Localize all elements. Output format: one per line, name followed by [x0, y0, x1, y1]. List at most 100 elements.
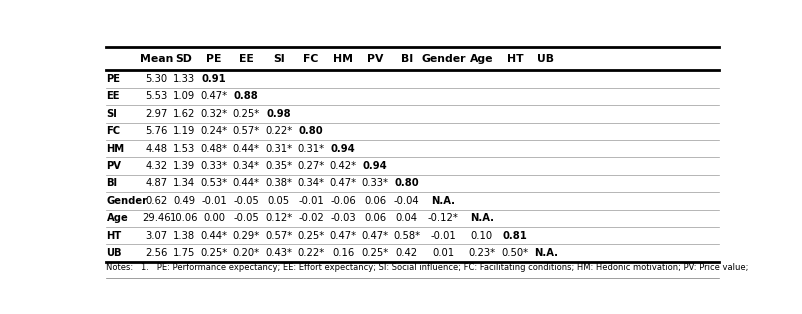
Text: 1.09: 1.09 [173, 91, 195, 101]
Text: 0.53*: 0.53* [200, 178, 228, 188]
Text: 0.23*: 0.23* [468, 248, 496, 258]
Text: Gender: Gender [107, 196, 148, 206]
Text: PV: PV [107, 161, 121, 171]
Text: 0.33*: 0.33* [200, 161, 228, 171]
Text: Mean: Mean [140, 54, 173, 64]
Text: 0.43*: 0.43* [265, 248, 292, 258]
Text: 0.44*: 0.44* [233, 178, 260, 188]
Text: -0.02: -0.02 [298, 213, 324, 223]
Text: N.A.: N.A. [534, 248, 558, 258]
Text: 0.32*: 0.32* [200, 109, 228, 119]
Text: -0.01: -0.01 [298, 196, 324, 206]
Text: 0.47*: 0.47* [362, 231, 388, 241]
Text: 1.19: 1.19 [173, 126, 196, 136]
Text: 1.38: 1.38 [173, 231, 195, 241]
Text: 0.31*: 0.31* [265, 144, 292, 154]
Text: 1.39: 1.39 [173, 161, 195, 171]
Text: 0.98: 0.98 [266, 109, 291, 119]
Text: 0.34*: 0.34* [298, 178, 325, 188]
Text: 0.57*: 0.57* [265, 231, 292, 241]
Text: 4.87: 4.87 [145, 178, 168, 188]
Text: 0.42*: 0.42* [330, 161, 357, 171]
Text: HT: HT [107, 231, 122, 241]
Text: PV: PV [367, 54, 383, 64]
Text: 0.27*: 0.27* [298, 161, 325, 171]
Text: FC: FC [303, 54, 318, 64]
Text: Age: Age [107, 213, 128, 223]
Text: N.A.: N.A. [470, 213, 494, 223]
Text: 0.24*: 0.24* [200, 126, 228, 136]
Text: 29.46: 29.46 [142, 213, 171, 223]
Text: UB: UB [107, 248, 122, 258]
Text: 0.49: 0.49 [173, 196, 195, 206]
Text: 0.22*: 0.22* [298, 248, 325, 258]
Text: 1.33: 1.33 [173, 74, 195, 84]
Text: -0.12*: -0.12* [428, 213, 459, 223]
Text: 5.53: 5.53 [145, 91, 168, 101]
Text: -0.04: -0.04 [394, 196, 419, 206]
Text: SI: SI [273, 54, 285, 64]
Text: -0.01: -0.01 [431, 231, 456, 241]
Text: 0.25*: 0.25* [298, 231, 325, 241]
Text: 3.07: 3.07 [145, 231, 168, 241]
Text: 0.33*: 0.33* [362, 178, 388, 188]
Text: 0.57*: 0.57* [233, 126, 260, 136]
Text: 0.16: 0.16 [332, 248, 354, 258]
Text: -0.05: -0.05 [233, 213, 259, 223]
Text: BI: BI [400, 54, 413, 64]
Text: HM: HM [107, 144, 124, 154]
Text: 0.25*: 0.25* [200, 248, 228, 258]
Text: HT: HT [507, 54, 523, 64]
Text: 0.47*: 0.47* [330, 178, 357, 188]
Text: 0.29*: 0.29* [233, 231, 260, 241]
Text: N.A.: N.A. [431, 196, 456, 206]
Text: 0.48*: 0.48* [200, 144, 228, 154]
Text: 0.80: 0.80 [298, 126, 323, 136]
Text: 10.06: 10.06 [170, 213, 198, 223]
Text: 0.94: 0.94 [363, 161, 387, 171]
Text: 0.88: 0.88 [234, 91, 259, 101]
Text: 0.06: 0.06 [364, 213, 386, 223]
Text: Gender: Gender [421, 54, 466, 64]
Text: FC: FC [107, 126, 120, 136]
Text: 1.53: 1.53 [173, 144, 195, 154]
Text: 0.01: 0.01 [432, 248, 455, 258]
Text: 0.80: 0.80 [395, 178, 419, 188]
Text: -0.01: -0.01 [201, 196, 227, 206]
Text: 0.04: 0.04 [395, 213, 418, 223]
Text: 0.44*: 0.44* [233, 144, 260, 154]
Text: 0.44*: 0.44* [200, 231, 228, 241]
Text: BI: BI [107, 178, 118, 188]
Text: 0.62: 0.62 [145, 196, 168, 206]
Text: 0.34*: 0.34* [233, 161, 260, 171]
Text: 4.32: 4.32 [145, 161, 168, 171]
Text: -0.05: -0.05 [233, 196, 259, 206]
Text: SI: SI [107, 109, 117, 119]
Text: 0.47*: 0.47* [330, 231, 357, 241]
Text: HM: HM [334, 54, 353, 64]
Text: 1.62: 1.62 [173, 109, 196, 119]
Text: PE: PE [107, 74, 120, 84]
Text: 0.42: 0.42 [395, 248, 418, 258]
Text: -0.03: -0.03 [330, 213, 356, 223]
Text: 0.31*: 0.31* [298, 144, 325, 154]
Text: 0.12*: 0.12* [265, 213, 292, 223]
Text: 0.81: 0.81 [502, 231, 527, 241]
Text: 0.47*: 0.47* [200, 91, 228, 101]
Text: 5.76: 5.76 [145, 126, 168, 136]
Text: PE: PE [206, 54, 221, 64]
Text: 0.25*: 0.25* [362, 248, 389, 258]
Text: Notes:   1.   PE: Performance expectancy; EE: Effort expectancy; SI: Social infl: Notes: 1. PE: Performance expectancy; EE… [107, 263, 749, 272]
Text: 4.48: 4.48 [145, 144, 168, 154]
Text: 0.35*: 0.35* [265, 161, 292, 171]
Text: 0.00: 0.00 [203, 213, 225, 223]
Text: -0.06: -0.06 [330, 196, 356, 206]
Text: 1.34: 1.34 [173, 178, 195, 188]
Text: 0.94: 0.94 [331, 144, 355, 154]
Text: 0.06: 0.06 [364, 196, 386, 206]
Text: 0.38*: 0.38* [265, 178, 292, 188]
Text: EE: EE [239, 54, 253, 64]
Text: 0.58*: 0.58* [393, 231, 420, 241]
Text: 2.97: 2.97 [145, 109, 168, 119]
Text: 1.75: 1.75 [173, 248, 196, 258]
